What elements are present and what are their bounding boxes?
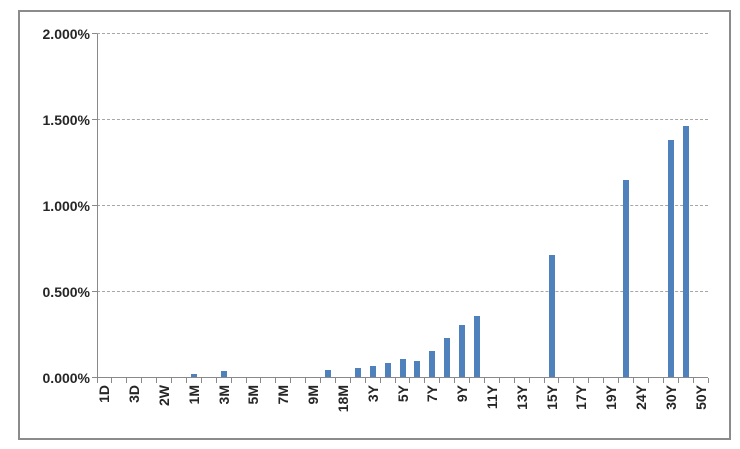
x-axis-label: 19Y (603, 384, 620, 410)
gridline (97, 33, 708, 34)
bar (474, 315, 480, 378)
x-axis-label: 3M (215, 384, 232, 404)
x-axis-label: 5M (245, 384, 262, 404)
bar (429, 350, 436, 378)
x-axis-label: 3D (126, 384, 143, 403)
x-axis-label: 9Y (454, 384, 471, 402)
x-axis-tick (483, 377, 485, 383)
x-axis-tick (409, 377, 411, 383)
bar (324, 369, 331, 378)
x-axis (93, 377, 708, 378)
x-axis-tick (275, 377, 277, 383)
bar (623, 179, 630, 378)
y-axis-tick (92, 205, 97, 206)
gridline (97, 291, 708, 292)
x-axis-label: 18M (334, 384, 351, 412)
x-axis-tick (305, 377, 307, 383)
x-axis-tick (618, 377, 620, 383)
x-axis-label: 3Y (364, 384, 381, 402)
x-axis-tick (692, 377, 694, 383)
x-axis-tick (349, 377, 351, 383)
bar (459, 325, 466, 378)
y-axis-tick (92, 291, 97, 292)
y-axis-label: 1.000% (42, 197, 90, 214)
bar (667, 140, 674, 378)
bar (220, 370, 227, 378)
y-axis-tick (92, 119, 97, 120)
x-axis-label: 1D (96, 384, 113, 403)
x-axis-label: 13Y (513, 384, 530, 410)
x-axis-tick (111, 377, 113, 383)
x-axis-label: 17Y (573, 384, 590, 410)
x-axis-tick (171, 377, 172, 383)
x-axis-tick (588, 377, 590, 383)
x-axis-tick (230, 377, 232, 383)
x-axis-label: 7M (275, 384, 292, 404)
bar (414, 361, 421, 378)
x-axis-label: 5Y (394, 384, 411, 402)
x-axis-label: 11Y (483, 384, 500, 409)
x-axis-tick (364, 377, 366, 383)
x-axis-tick (424, 377, 426, 383)
y-axis-tick (92, 33, 97, 34)
x-axis-tick (245, 377, 247, 383)
bar (190, 374, 197, 378)
x-axis-label: 30Y (662, 384, 679, 410)
x-axis-tick (707, 377, 709, 383)
bar (399, 359, 406, 378)
x-axis-tick (528, 377, 530, 383)
x-axis-tick (156, 377, 158, 383)
y-axis (97, 33, 98, 379)
x-axis-tick (200, 377, 202, 383)
x-axis-tick (573, 377, 575, 383)
gridline (97, 119, 708, 120)
x-axis-label: 15Y (543, 384, 560, 410)
x-axis-tick (126, 377, 128, 383)
x-axis-tick (662, 377, 664, 383)
x-axis-label: 1M (185, 384, 202, 404)
x-axis-tick (469, 377, 471, 383)
x-axis-tick (379, 377, 381, 383)
x-axis-tick (677, 377, 679, 383)
x-axis-tick (632, 377, 634, 383)
x-axis-tick (454, 377, 456, 383)
x-axis-tick (558, 377, 560, 383)
x-axis-tick (334, 377, 336, 383)
bar (548, 255, 555, 378)
bar (369, 366, 376, 378)
bar (682, 126, 689, 378)
y-axis-label: 0.000% (42, 369, 90, 386)
bar (354, 368, 361, 378)
x-axis-tick (215, 377, 217, 383)
y-axis-label: 1.500% (42, 111, 90, 128)
x-axis-label: 50Y (692, 384, 709, 410)
x-axis-tick (543, 377, 545, 383)
y-axis-label: 2.000% (42, 25, 90, 42)
x-axis-tick (320, 377, 322, 383)
bar (444, 337, 451, 378)
x-axis-label: 24Y (632, 384, 649, 410)
x-axis-tick (498, 377, 500, 383)
x-axis-tick (260, 377, 262, 383)
x-axis-tick (141, 377, 143, 383)
x-axis-tick (290, 377, 292, 383)
x-axis-tick (394, 377, 396, 383)
gridline (97, 205, 708, 206)
x-axis-label: 2W (156, 384, 173, 406)
x-axis-label: 7Y (424, 384, 441, 402)
x-axis-tick (439, 377, 441, 383)
x-axis-tick (96, 377, 98, 383)
x-axis-tick (185, 377, 187, 383)
x-axis-tick (647, 377, 649, 383)
x-axis-tick (513, 377, 515, 383)
y-axis-label: 0.500% (42, 283, 90, 300)
bar (384, 362, 391, 378)
x-axis-label: 9M (305, 384, 322, 404)
x-axis-tick (603, 377, 605, 383)
